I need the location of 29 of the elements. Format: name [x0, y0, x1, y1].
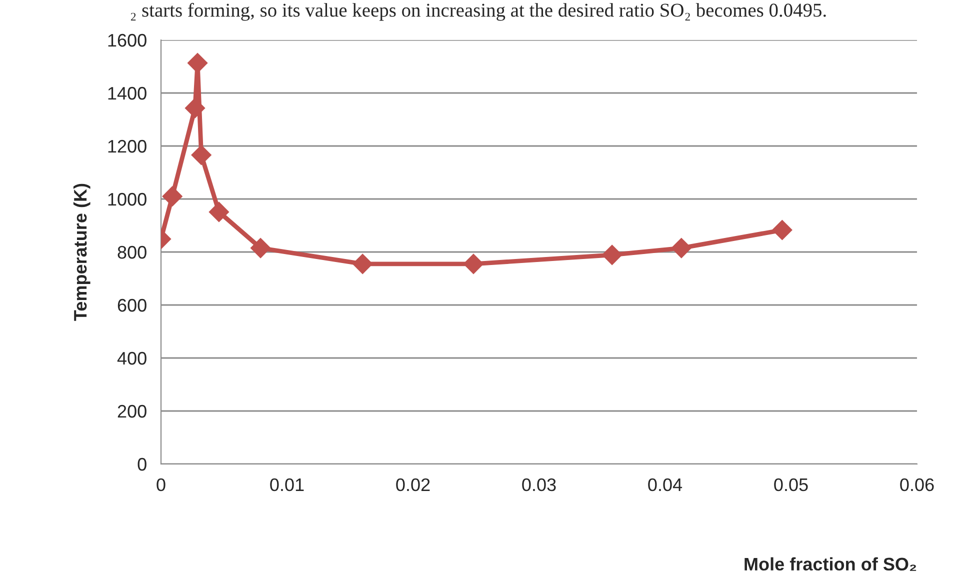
y-tick-label: 1400 — [108, 86, 146, 100]
y-tick-label: 1600 — [108, 34, 146, 47]
x-tick-label: 0.03 — [522, 478, 556, 492]
y-tick-label: 800 — [118, 246, 146, 259]
x-tick-label: 0.02 — [396, 478, 430, 492]
text: ₂ starts forming, so its value keeps on increasing at the desired ratio SO₂ becomes 0.0495. — [130, 2, 826, 21]
y-tick-label: 600 — [118, 298, 146, 312]
point — [208, 202, 230, 222]
x-tick-label: 0.06 — [900, 478, 934, 492]
x-tick-label: 0.05 — [774, 478, 808, 492]
x-axis-title: Mole fraction of SO₂ — [744, 557, 916, 571]
point — [602, 244, 622, 266]
point — [671, 238, 692, 258]
x-tick-label: 0 — [156, 478, 166, 492]
y-tick-label: 0 — [138, 458, 146, 471]
point — [352, 254, 373, 274]
point — [463, 254, 484, 274]
y-axis-title: Temperature (K) — [73, 184, 90, 321]
point — [184, 98, 206, 118]
y-tick-label: 400 — [117, 352, 146, 365]
y-tick-label: 200 — [118, 404, 146, 418]
point — [191, 144, 212, 166]
point — [772, 220, 792, 240]
point — [250, 238, 271, 258]
y-tick-label: 1200 — [108, 140, 146, 153]
point — [162, 186, 183, 207]
y-tick-label: 1000 — [108, 192, 146, 206]
x-tick-label: 0.04 — [648, 478, 682, 492]
x-tick-label: 0.01 — [270, 478, 304, 492]
